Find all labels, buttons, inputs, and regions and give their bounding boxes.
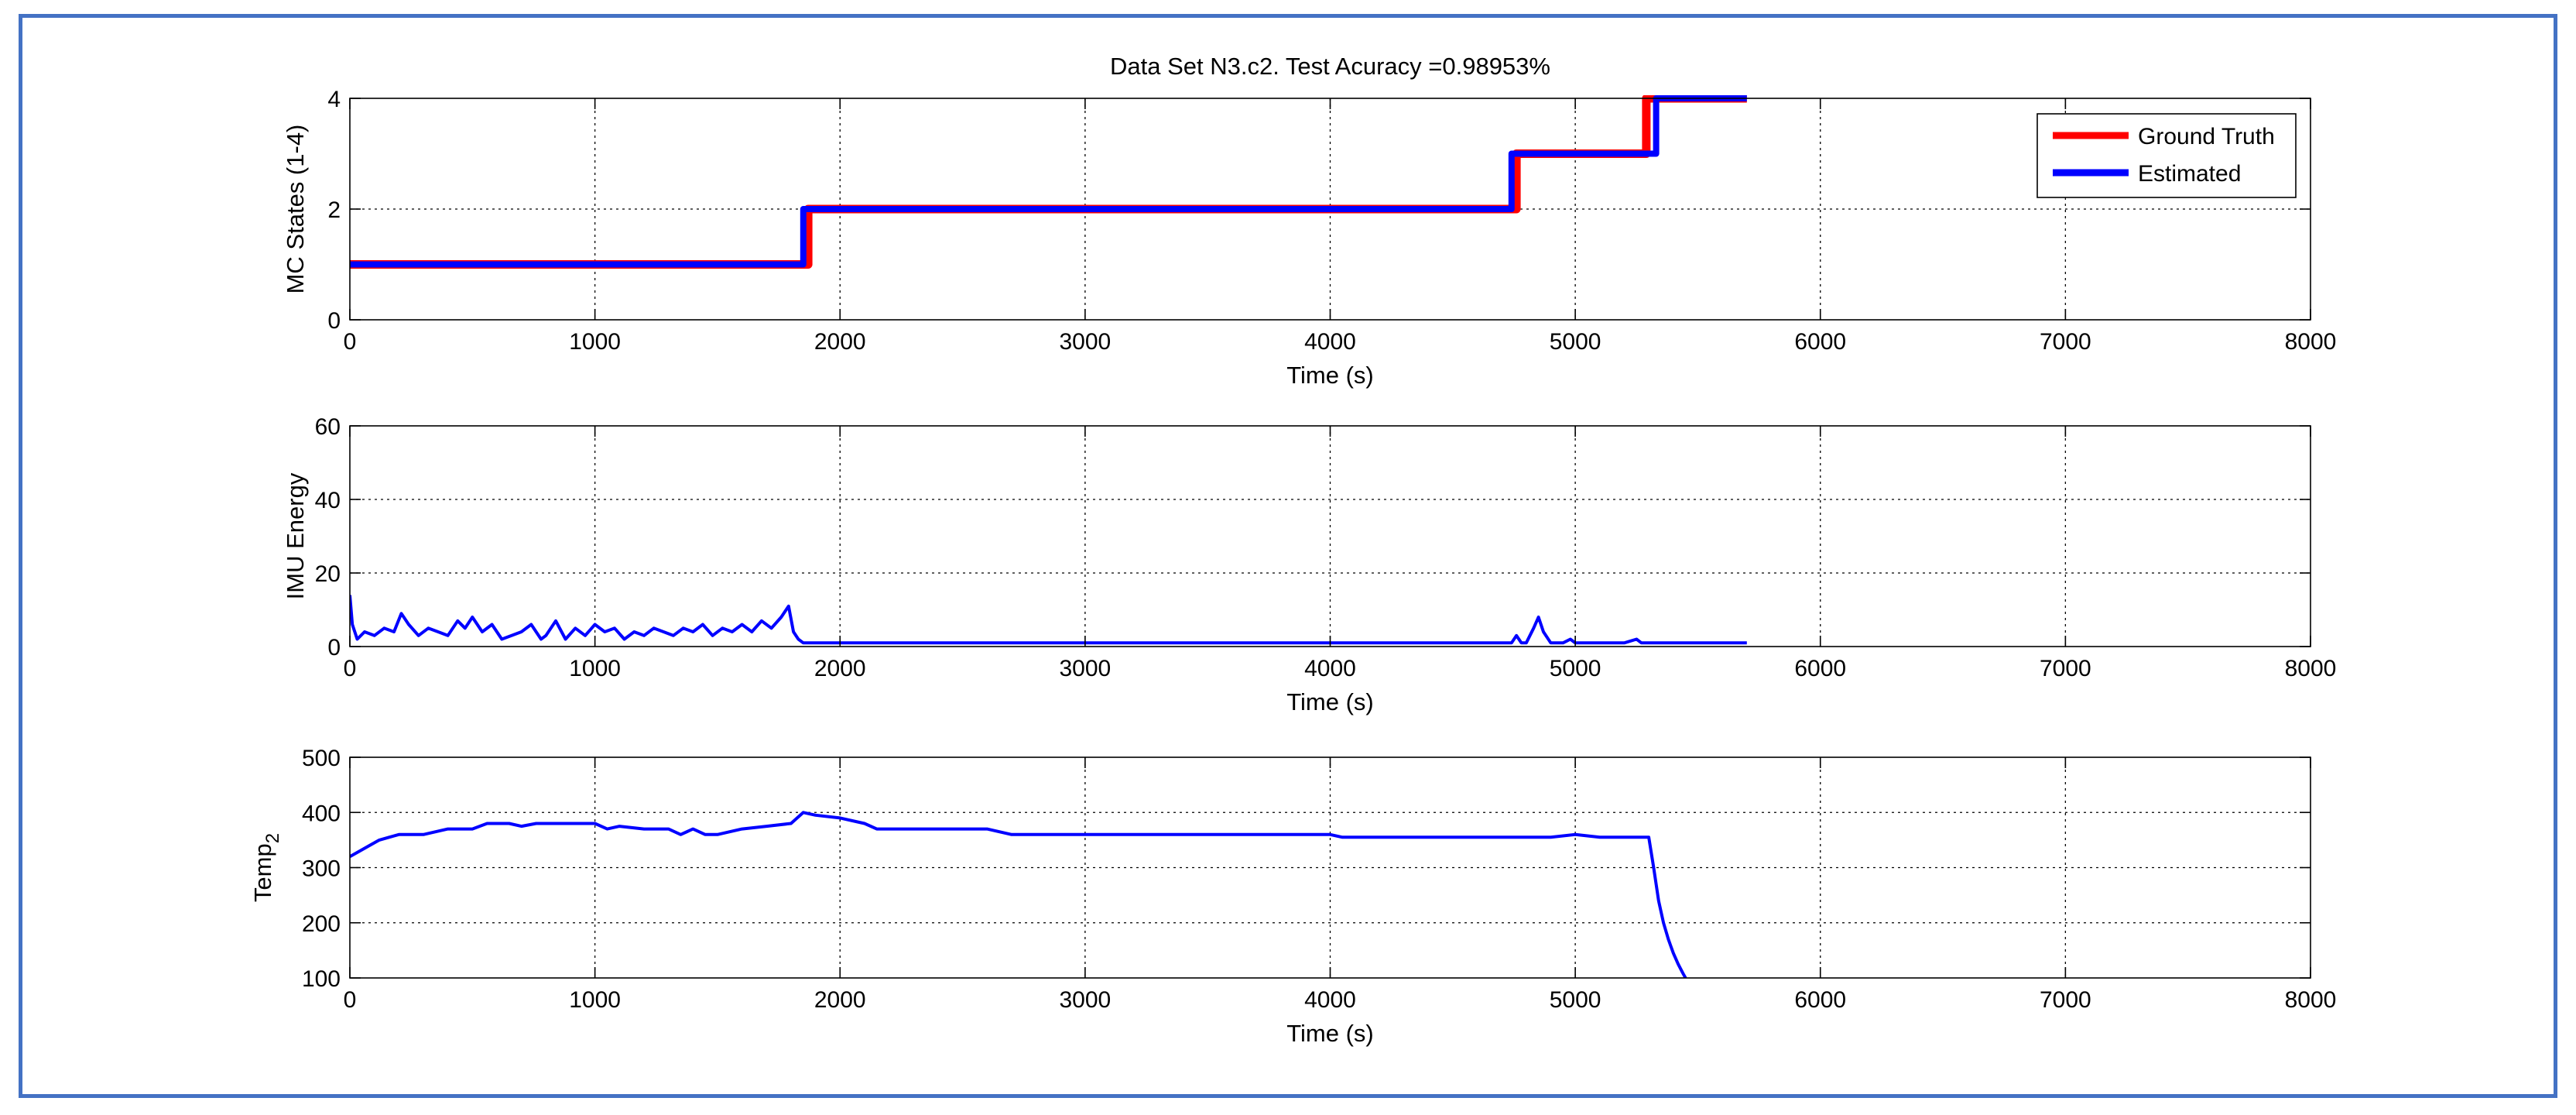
x-tick-label: 4000 [1304,329,1356,355]
legend: Ground Truth Estimated [2036,113,2297,198]
y-tick-label: 0 [327,308,341,334]
x-tick-label: 6000 [1794,329,1846,355]
y-axis-label-text: Temp [249,843,276,902]
y-axis-label: MC States (1-4) [282,125,309,294]
x-tick-label: 7000 [2040,329,2091,355]
subplot-1: 0 1000 2000 3000 4000 5000 6000 7000 8000 0 2 4 Time… [282,87,2336,389]
x-axis-label: Time (s) [1286,1020,1374,1047]
y-tick-label: 500 [302,746,341,771]
x-tick-label: 6000 [1794,656,1846,681]
y-tick-label: 400 [302,801,341,826]
x-tick-label: 6000 [1794,987,1846,1013]
x-tick-label: 0 [344,987,357,1013]
y-tick-label: 20 [315,561,341,587]
y-axis-label: Temp2 [249,833,283,902]
x-tick-label: 8000 [2285,656,2337,681]
y-axis-label-subscript: 2 [262,833,283,843]
x-tick-label: 8000 [2285,329,2337,355]
legend-box [2036,113,2297,198]
x-tick-label: 0 [344,329,357,355]
x-tick-label: 3000 [1060,987,1112,1013]
series-line-1-1 [350,95,1747,269]
x-axis-label: Time (s) [1286,362,1374,389]
x-tick-label: 3000 [1060,656,1112,681]
x-tick-label: 7000 [2040,656,2091,681]
x-tick-label: 3000 [1060,329,1112,355]
x-tick-label: 2000 [814,329,866,355]
y-axis-label: IMU Energy [282,472,309,599]
plot-area [350,426,2311,647]
x-tick-label: 5000 [1550,656,1601,681]
y-tick-label: 100 [302,966,341,992]
x-axis-label: Time (s) [1286,688,1374,715]
x-tick-label: 1000 [569,329,621,355]
legend-label-1: Ground Truth [2138,124,2275,149]
x-tick-label: 2000 [814,987,866,1013]
x-tick-label: 4000 [1304,656,1356,681]
y-tick-label: 60 [315,414,341,440]
subplot-2: 0 1000 2000 3000 4000 5000 6000 7000 8000 0 20 40 60… [282,414,2336,715]
x-tick-label: 1000 [569,656,621,681]
x-tick-label: 4000 [1304,987,1356,1013]
figure-title: Data Set N3.c2. Test Acuracy =0.98953% [1110,53,1550,80]
y-tick-label: 4 [327,87,341,112]
x-tick-label: 8000 [2285,987,2337,1013]
y-tick-label: 200 [302,911,341,937]
y-axis-label-text: MC States (1-4) [282,125,309,294]
series-line-1-2 [350,95,1747,268]
y-tick-label: 40 [315,488,341,513]
x-tick-label: 1000 [569,987,621,1013]
y-tick-label: 300 [302,856,341,882]
x-tick-label: 5000 [1550,329,1601,355]
series-line-2-1 [350,595,1747,645]
x-tick-label: 0 [344,656,357,681]
y-tick-label: 0 [327,635,341,660]
legend-label-2: Estimated [2138,161,2241,187]
subplot-3: 0 1000 2000 3000 4000 5000 6000 7000 8000 100 200 3… [249,746,2336,1047]
series-line-3-1 [350,811,1687,978]
x-tick-label: 7000 [2040,987,2091,1013]
x-tick-label: 5000 [1550,987,1601,1013]
y-tick-label: 2 [327,197,341,223]
y-axis-label-text: IMU Energy [282,472,309,599]
x-tick-label: 2000 [814,656,866,681]
